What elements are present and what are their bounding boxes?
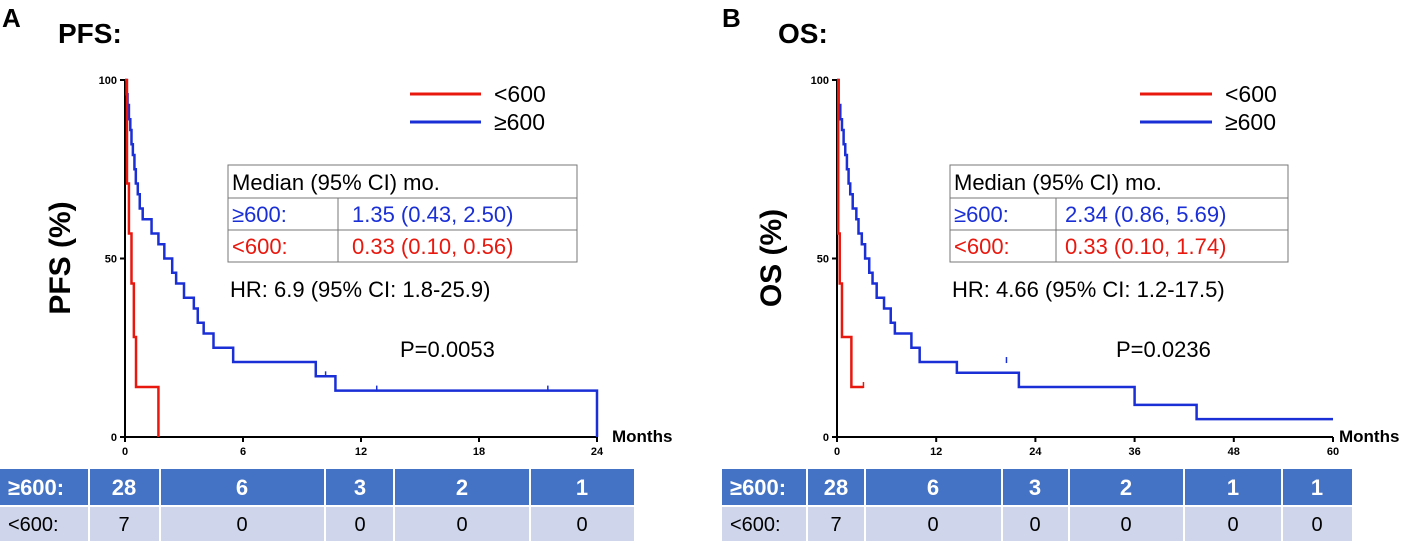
panel-a-x-label: Months bbox=[612, 427, 672, 446]
panel-b-y-label: OS (%) bbox=[755, 209, 788, 307]
km-curve-lt600 bbox=[125, 78, 160, 437]
y-tick-label: 100 bbox=[811, 75, 829, 87]
median-row-low-group: <600: bbox=[954, 234, 1010, 259]
risk-b-high-4: 1 bbox=[1227, 475, 1239, 500]
median-header: Median (95% CI) mo. bbox=[232, 170, 440, 195]
panel-a-letter: A bbox=[2, 3, 21, 33]
km-curve-ge600 bbox=[837, 78, 1333, 421]
risk-b-low-label: <600: bbox=[730, 514, 781, 536]
risk-b-low-0: 7 bbox=[830, 514, 841, 536]
x-tick-label: 12 bbox=[930, 446, 942, 458]
risk-b-high-5: 1 bbox=[1311, 475, 1323, 500]
risk-b-high-1: 6 bbox=[927, 475, 939, 500]
risk-a-low-3: 0 bbox=[456, 514, 467, 536]
median-row-high-value: 2.34 (0.86, 5.69) bbox=[1065, 202, 1226, 227]
x-tick-label: 12 bbox=[355, 446, 367, 458]
panel-b-curves bbox=[836, 78, 1333, 421]
x-tick-label: 0 bbox=[122, 446, 128, 458]
panel-a-median-table: Median (95% CI) mo. ≥600: 1.35 (0.43, 2.… bbox=[227, 164, 578, 263]
y-tick-label: 0 bbox=[823, 432, 829, 444]
x-tick-label: 36 bbox=[1128, 446, 1140, 458]
risk-b-high-0: 28 bbox=[824, 475, 848, 500]
x-tick-label: 0 bbox=[834, 446, 840, 458]
panel-b-title: OS: bbox=[778, 18, 828, 49]
risk-a-low-label: <600: bbox=[8, 514, 59, 536]
legend-high-label: ≥600 bbox=[1225, 109, 1276, 135]
panel-b-p-value: P=0.0236 bbox=[1116, 337, 1211, 362]
risk-a-high-4: 1 bbox=[576, 475, 588, 500]
x-tick-label: 6 bbox=[240, 446, 246, 458]
risk-a-low-2: 0 bbox=[354, 514, 365, 536]
panel-a-p-value: P=0.0053 bbox=[400, 337, 495, 362]
x-tick-label: 60 bbox=[1327, 446, 1339, 458]
panel-a-hazard-ratio: HR: 6.9 (95% CI: 1.8-25.9) bbox=[230, 277, 490, 302]
panel-a-legend: <600 ≥600 bbox=[410, 81, 546, 135]
risk-a-high-1: 6 bbox=[236, 475, 248, 500]
median-row-low-value: 0.33 (0.10, 0.56) bbox=[352, 234, 513, 259]
km-curve-lt600 bbox=[836, 78, 864, 389]
risk-a-low-0: 7 bbox=[118, 514, 129, 536]
panel-a-curves bbox=[125, 78, 599, 437]
risk-b-low-2: 0 bbox=[1029, 514, 1040, 536]
risk-b-low-4: 0 bbox=[1227, 514, 1238, 536]
panel-b-hazard-ratio: HR: 4.66 (95% CI: 1.2-17.5) bbox=[952, 277, 1225, 302]
risk-b-low-3: 0 bbox=[1120, 514, 1131, 536]
risk-b-high-label: ≥600: bbox=[730, 475, 786, 500]
median-header: Median (95% CI) mo. bbox=[954, 170, 1162, 195]
risk-a-high-0: 28 bbox=[112, 475, 136, 500]
panel-a-axes: 0 6 12 18 24 0 50 100 bbox=[99, 75, 604, 458]
panel-a-risk-table: ≥600: 28 6 3 2 1 <600: 7 0 0 0 0 bbox=[0, 469, 634, 541]
y-tick-label: 0 bbox=[111, 432, 117, 444]
panel-a-title: PFS: bbox=[58, 18, 122, 49]
y-tick-label: 100 bbox=[99, 75, 117, 87]
median-row-low-group: <600: bbox=[232, 234, 288, 259]
x-tick-label: 48 bbox=[1228, 446, 1240, 458]
risk-a-low-4: 0 bbox=[576, 514, 587, 536]
median-row-low-value: 0.33 (0.10, 1.74) bbox=[1065, 234, 1226, 259]
x-tick-label: 18 bbox=[473, 446, 485, 458]
panel-b-median-table: Median (95% CI) mo. ≥600: 2.34 (0.86, 5.… bbox=[949, 164, 1289, 263]
risk-b-low-5: 0 bbox=[1311, 514, 1322, 536]
risk-b-high-3: 2 bbox=[1120, 475, 1132, 500]
panel-b-legend: <600 ≥600 bbox=[1140, 81, 1277, 135]
km-curve-ge600 bbox=[125, 78, 599, 437]
risk-b-low-1: 0 bbox=[927, 514, 938, 536]
y-tick-label: 50 bbox=[105, 254, 117, 266]
legend-low-label: <600 bbox=[494, 81, 546, 107]
median-row-high-value: 1.35 (0.43, 2.50) bbox=[352, 202, 513, 227]
x-tick-label: 24 bbox=[591, 446, 604, 458]
risk-a-high-2: 3 bbox=[354, 475, 366, 500]
panel-b-risk-table: ≥600: 28 6 3 2 1 1 <600: 7 0 0 0 0 0 bbox=[722, 469, 1352, 541]
panel-b-letter: B bbox=[722, 3, 741, 33]
panel-b-x-label: Months bbox=[1339, 427, 1399, 446]
risk-a-high-3: 2 bbox=[456, 475, 468, 500]
x-tick-label: 24 bbox=[1029, 446, 1042, 458]
panel-a-y-label: PFS (%) bbox=[44, 201, 77, 314]
legend-low-label: <600 bbox=[1225, 81, 1277, 107]
legend-high-label: ≥600 bbox=[494, 109, 545, 135]
risk-b-high-2: 3 bbox=[1029, 475, 1041, 500]
risk-a-low-1: 0 bbox=[236, 514, 247, 536]
y-tick-label: 50 bbox=[817, 254, 829, 266]
median-row-high-group: ≥600: bbox=[954, 202, 1009, 227]
risk-a-high-label: ≥600: bbox=[8, 475, 64, 500]
median-row-high-group: ≥600: bbox=[232, 202, 287, 227]
